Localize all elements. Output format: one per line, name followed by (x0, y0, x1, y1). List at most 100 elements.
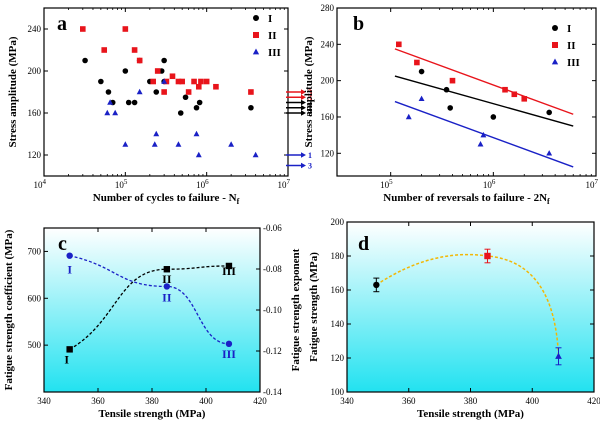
data-point (502, 86, 508, 93)
x-tick-label: 106 (196, 178, 209, 190)
data-point (191, 78, 197, 85)
panel-letter: c (58, 233, 67, 255)
y-tick-label: 120 (331, 353, 345, 363)
y2-tick-label: -0.10 (263, 305, 282, 315)
x-tick-label: 106 (483, 178, 496, 190)
data-point (136, 88, 143, 95)
point-label: I (67, 263, 72, 277)
data-point (161, 57, 167, 64)
data-point (248, 89, 254, 95)
data-point (225, 262, 233, 270)
runout-arrowhead (301, 152, 306, 158)
tick-exponent: 4 (43, 178, 47, 186)
x-tick-label: 400 (526, 396, 540, 406)
data-point (196, 99, 203, 106)
data-point (154, 68, 161, 74)
data-point (82, 57, 88, 64)
y-tick-label: 160 (321, 112, 335, 122)
data-point (480, 131, 487, 138)
x-axis-title: Tensile strength (MPa) (99, 408, 206, 420)
legend-label: II (268, 30, 277, 42)
data-point (122, 141, 129, 147)
axis-subscript: f (237, 197, 240, 206)
data-point (185, 89, 192, 95)
runout-count: 3 (308, 162, 312, 171)
data-point (125, 99, 132, 106)
data-point (98, 78, 104, 85)
y-axis-title: Fatigue strength coefficient (MPa) (3, 229, 15, 390)
data-point (175, 78, 182, 85)
y-tick-label: 160 (28, 108, 42, 118)
runout-count: 1 (308, 104, 312, 113)
data-point (101, 47, 108, 53)
y2-tick-label: -0.08 (263, 264, 282, 274)
data-point (248, 104, 254, 111)
data-point (104, 109, 111, 116)
tick-exponent: 7 (595, 178, 599, 186)
x-tick-label: 107 (586, 178, 599, 190)
data-point (203, 78, 210, 85)
x-tick-label: 105 (380, 178, 393, 190)
trend-curve (69, 255, 229, 345)
legend-marker (252, 48, 260, 55)
data-point (66, 346, 73, 353)
y-tick-label: 600 (28, 293, 42, 303)
point-label: III (222, 347, 236, 361)
data-point (66, 252, 73, 259)
x-tick-label: 340 (37, 396, 51, 406)
y-tick-label: 120 (321, 148, 335, 158)
panel-letter: a (57, 13, 67, 35)
tick-exponent: 5 (389, 178, 393, 186)
runout-arrowhead (301, 104, 306, 111)
data-point (163, 266, 171, 273)
x-tick-label: 380 (464, 396, 478, 406)
data-point (153, 89, 160, 95)
y-tick-label: 500 (28, 340, 42, 350)
fit-line (394, 75, 574, 127)
runout-count: 2 (308, 109, 312, 118)
data-point (169, 73, 176, 80)
data-point (405, 113, 412, 120)
y-tick-label: 240 (321, 39, 335, 49)
data-point (443, 86, 450, 93)
y-tick-label: 280 (321, 3, 335, 13)
data-point (193, 104, 200, 111)
panel-d: 340 360 380 400 420 100 120 140 160 180 200 Tensile… (308, 217, 600, 420)
y-tick-label: 180 (331, 251, 345, 261)
data-point (252, 151, 259, 158)
x-tick-label: 360 (402, 396, 416, 406)
data-point (136, 57, 143, 64)
legend-marker (551, 58, 559, 65)
y-tick-label: 160 (331, 285, 345, 295)
data-point (161, 89, 167, 95)
data-point (107, 99, 114, 105)
runout-arrowhead (301, 162, 306, 169)
y-axis-title: Stress amplitude (MPa) (303, 36, 315, 147)
plot-frame (336, 7, 597, 177)
data-point (228, 141, 235, 147)
x-axis-title: Tensile strength (MPa) (417, 408, 524, 420)
y-tick-label: 200 (321, 76, 335, 86)
data-point (195, 151, 202, 158)
legend-label: III (268, 47, 281, 59)
x-tick-label: 360 (91, 396, 105, 406)
x-axis-title: Number of cycles to failure - Nf (93, 192, 240, 206)
y-tick-label: 200 (28, 66, 42, 76)
data-point (213, 83, 219, 90)
data-point (182, 94, 189, 101)
data-point (131, 47, 138, 53)
data-point (105, 89, 112, 95)
tick-exponent: 6 (205, 178, 209, 186)
y2-axis-title: Fatigue strength exponent (290, 248, 302, 371)
panel-b: 105 106 107 120 160 200 240 280 Number of revers… (303, 3, 599, 206)
runout-arrowhead (301, 110, 306, 116)
x-tick-label: 107 (278, 178, 291, 190)
y2-tick-label: -0.12 (263, 346, 282, 356)
data-point (484, 252, 491, 260)
plot-frame (346, 221, 595, 393)
legend-label: II (567, 40, 576, 52)
data-point (546, 109, 552, 116)
x-axis-title: Number of reversals to failure - 2Nf (383, 192, 550, 206)
data-point (193, 130, 200, 137)
